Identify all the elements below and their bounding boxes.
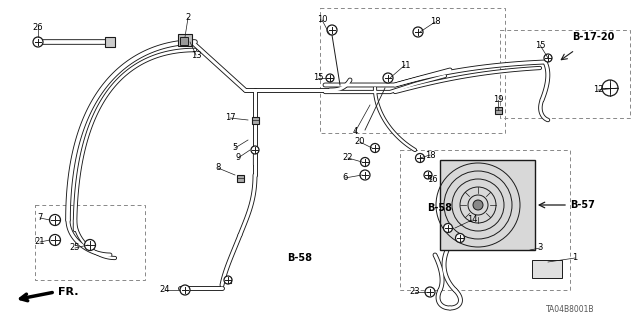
Text: 3: 3: [538, 243, 543, 253]
Bar: [495, 107, 502, 114]
Circle shape: [602, 80, 618, 96]
Circle shape: [180, 285, 190, 295]
Text: 10: 10: [317, 16, 327, 25]
Circle shape: [413, 27, 423, 37]
Text: 13: 13: [191, 50, 202, 60]
Text: 22: 22: [343, 153, 353, 162]
Bar: [180, 37, 188, 45]
Text: 5: 5: [232, 144, 237, 152]
Bar: [225, 278, 230, 283]
Bar: [500, 30, 630, 118]
Text: 25: 25: [70, 243, 80, 253]
Bar: [237, 174, 243, 182]
Text: B-17-20: B-17-20: [572, 32, 614, 42]
Text: 16: 16: [427, 175, 437, 184]
Bar: [178, 34, 192, 46]
Circle shape: [49, 214, 61, 226]
Text: 17: 17: [225, 114, 236, 122]
Circle shape: [424, 171, 432, 179]
Circle shape: [371, 144, 380, 152]
Text: 4: 4: [353, 128, 358, 137]
Text: 11: 11: [400, 61, 410, 70]
Text: 19: 19: [493, 95, 503, 105]
Text: FR.: FR.: [58, 287, 79, 297]
Circle shape: [84, 240, 95, 250]
Text: 9: 9: [236, 153, 241, 162]
Text: 7: 7: [37, 213, 43, 222]
Circle shape: [544, 54, 552, 62]
Circle shape: [49, 234, 61, 246]
Circle shape: [425, 287, 435, 297]
Text: 24: 24: [160, 286, 170, 294]
Circle shape: [327, 25, 337, 35]
Text: 21: 21: [35, 238, 45, 247]
Text: 20: 20: [355, 137, 365, 146]
Circle shape: [415, 153, 424, 162]
Circle shape: [326, 74, 334, 82]
Bar: [320, 8, 505, 133]
Circle shape: [360, 158, 369, 167]
Circle shape: [360, 170, 370, 180]
Circle shape: [383, 73, 393, 83]
Text: 23: 23: [410, 287, 420, 296]
Bar: [400, 150, 570, 290]
Circle shape: [456, 234, 465, 242]
Circle shape: [224, 276, 232, 284]
Text: 18: 18: [425, 151, 435, 160]
Bar: [252, 116, 259, 123]
Circle shape: [473, 200, 483, 210]
Bar: [440, 160, 535, 250]
Text: B-58: B-58: [287, 253, 312, 263]
Text: 8: 8: [215, 164, 221, 173]
Bar: [105, 37, 115, 47]
Circle shape: [444, 224, 452, 233]
Text: 18: 18: [429, 18, 440, 26]
Text: B-57: B-57: [570, 200, 595, 210]
Text: 15: 15: [313, 73, 323, 83]
Bar: [532, 260, 562, 278]
Text: 1: 1: [572, 254, 578, 263]
Text: 12: 12: [593, 85, 604, 94]
Text: 15: 15: [535, 41, 545, 49]
Text: B-58: B-58: [428, 203, 452, 213]
Text: 14: 14: [467, 216, 477, 225]
Text: 2: 2: [186, 13, 191, 23]
Circle shape: [33, 37, 43, 47]
Text: TA04B8001B: TA04B8001B: [546, 306, 595, 315]
Bar: [35, 205, 145, 280]
Text: 26: 26: [33, 24, 44, 33]
Circle shape: [251, 146, 259, 154]
Text: 6: 6: [342, 174, 348, 182]
